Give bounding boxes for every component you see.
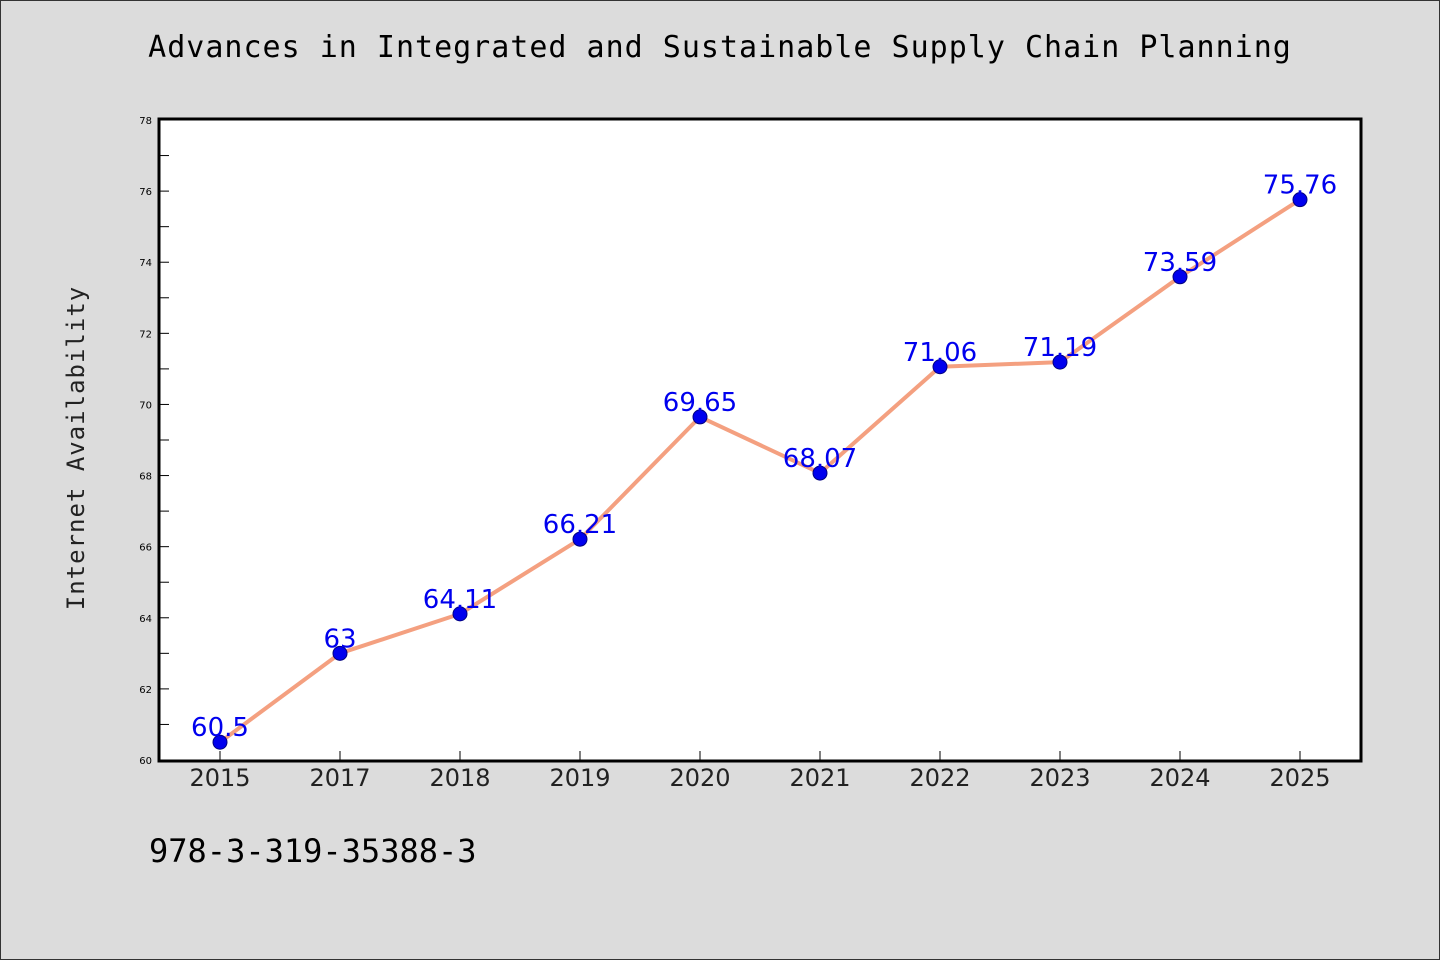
data-label: 71.19 [1023, 333, 1097, 363]
data-point [1052, 354, 1068, 370]
chart-title: Advances in Integrated and Sustainable S… [148, 30, 1292, 65]
plot-area [157, 117, 1363, 763]
y-tick-label: 72 [139, 329, 152, 340]
data-label: 68.07 [783, 444, 857, 474]
data-label: 69.65 [663, 388, 737, 418]
data-point [692, 409, 708, 425]
data-point [332, 645, 348, 661]
y-axis-ticks: 60 62 64 66 68 70 72 74 76 78 [139, 116, 169, 767]
y-tick-label: 70 [139, 400, 152, 411]
series-group: 60.5 63 64.11 66.21 69.65 68.07 71.06 71.19 73.5… [191, 171, 1337, 750]
data-point [212, 734, 228, 750]
x-tick-label: 2022 [909, 764, 970, 792]
y-tick-label: 78 [139, 116, 152, 127]
data-point [812, 465, 828, 481]
x-tick-label: 2015 [189, 764, 250, 792]
y-tick-label: 62 [139, 685, 152, 696]
y-tick-label: 68 [139, 472, 152, 483]
x-tick-label: 2020 [669, 764, 730, 792]
data-label: 66.21 [543, 510, 617, 540]
y-tick-label: 60 [139, 756, 152, 767]
data-label: 64.11 [423, 585, 497, 615]
x-tick-label: 2018 [429, 764, 490, 792]
y-tick-label: 74 [139, 258, 152, 269]
data-label: 60.5 [191, 713, 249, 743]
data-label: 73.59 [1143, 248, 1217, 278]
data-point [932, 359, 948, 375]
x-tick-label: 2023 [1029, 764, 1090, 792]
data-label: 63 [323, 624, 356, 654]
x-tick-label: 2025 [1269, 764, 1330, 792]
x-tick-label: 2019 [549, 764, 610, 792]
x-axis-ticks: 2015 2017 2018 2019 2020 2021 2022 2023 2024 2025 [189, 751, 1331, 792]
y-tick-label: 66 [139, 543, 152, 554]
data-label: 75.76 [1263, 171, 1337, 201]
data-point [1292, 192, 1308, 208]
isbn-footer: 978-3-319-35388-3 [149, 832, 477, 870]
x-tick-label: 2021 [789, 764, 850, 792]
series-line [218, 197, 1302, 745]
x-tick-label: 2017 [309, 764, 370, 792]
data-point [1172, 269, 1188, 285]
data-point [572, 531, 588, 547]
y-tick-label: 76 [139, 187, 152, 198]
data-label: 71.06 [903, 338, 977, 368]
data-point [452, 606, 468, 622]
x-tick-label: 2024 [1149, 764, 1210, 792]
y-tick-label: 64 [139, 614, 152, 625]
